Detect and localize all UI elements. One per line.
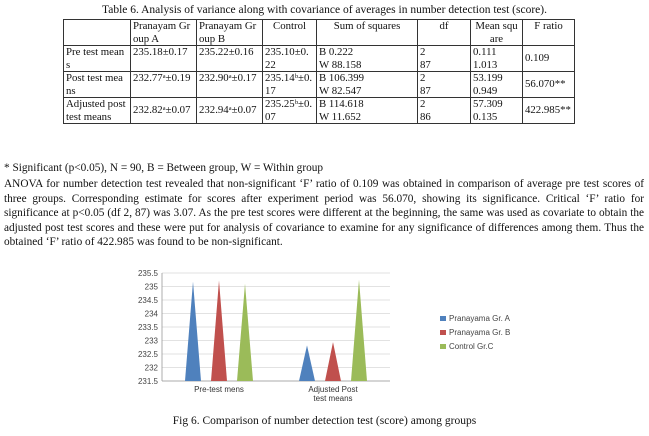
row-label: Post test means [63,71,131,98]
header-cell: Mean square [470,19,523,46]
y-tick-label: 235 [145,283,159,292]
header-cell: df [417,19,471,46]
group-b-cell: 232.94ᵃ±0.07 [196,97,263,124]
group-a-cell: 235.18±0.17 [130,45,197,72]
table-header-row: Pranayam Group A Pranayam Group B Contro… [63,19,575,46]
y-tick-label: 235.5 [138,269,159,278]
control-cell: 235.10±0.22 [262,45,317,72]
group-a-cell: 232.77ᵃ±0.19 [130,71,197,98]
table-row: Adjusted post test means 232.82ᵃ±0.07 23… [63,97,575,124]
legend-swatch [440,316,446,321]
ss-between: B 0.222 [319,46,354,58]
chart-canvas: 231.5 232 232.5 233 233.5 234 234.5 235 235.5 Pre… [138,269,511,403]
legend-label: Pranayama Gr. A [449,314,511,323]
df-within: 87 [420,58,431,71]
f-ratio-cell: 422.985** [522,97,575,124]
control-cell: 235.14ᵇ±0.17 [262,71,317,98]
y-tick-label: 232.5 [138,350,159,359]
bar-pranayama-gr-b [325,342,341,381]
body-paragraph: ANOVA for number detection test revealed… [4,178,644,249]
y-tick-label: 233.5 [138,323,159,332]
y-tick-label: 234 [145,310,159,319]
figure-caption: Fig 6. Comparison of number detection te… [172,415,477,427]
df-between: 2 [420,72,426,84]
header-cell [63,19,131,46]
mean-square-cell: 57.309 0.135 [470,97,523,124]
ms-within: 0.949 [473,84,498,97]
header-cell: Sum of squares [316,19,418,46]
legend-label: Control Gr.C [449,342,494,351]
y-tick-label: 231.5 [138,377,159,386]
df-between: 2 [420,98,426,110]
ss-between: B 114.618 [319,98,364,110]
sum-squares-cell: B 114.618 W 11.652 [316,97,418,124]
ms-within: 0.135 [473,110,498,123]
f-ratio-cell: 56.070** [522,71,575,98]
df-cell: 2 87 [417,45,471,72]
legend-label: Pranayama Gr. B [449,328,510,337]
ss-between: B 106.399 [319,72,364,84]
table-row: Post test means 232.77ᵃ±0.19 232.90ᵃ±0.1… [63,71,575,98]
group-a-cell: 232.82ᵃ±0.07 [130,97,197,124]
ss-within: W 11.652 [319,110,361,123]
header-cell: Control [262,19,317,46]
row-label: Adjusted post test means [63,97,131,124]
x-category-label: Adjusted Post [308,385,358,394]
mean-square-cell: 0.111 1.013 [470,45,523,72]
ms-between: 0.111 [473,46,497,58]
y-tick-label: 233 [145,337,159,346]
bar-control-gr-c [237,283,253,381]
ss-within: W 82.547 [319,84,362,97]
ms-between: 57.309 [473,98,503,110]
control-cell: 235.25ᵇ±0.07 [262,97,317,124]
group-b-cell: 232.90ᵃ±0.17 [196,71,263,98]
df-between: 2 [420,46,426,58]
df-within: 87 [420,84,431,97]
bar-control-gr-c [351,279,367,381]
sum-squares-cell: B 0.222 W 88.158 [316,45,418,72]
f-ratio-cell: 0.109 [522,45,575,72]
bar-pranayama-gr-a [185,281,201,381]
sum-squares-cell: B 106.399 W 82.547 [316,71,418,98]
header-cell: Pranayam Group A [130,19,197,46]
bar-chart: 231.5 232 232.5 233 233.5 234 234.5 235 235.5 Pre… [122,265,547,411]
df-within: 86 [420,110,431,123]
y-tick-label: 232 [145,364,159,373]
legend-swatch [440,330,446,335]
table-caption: Table 6. Analysis of variance along with… [102,4,547,16]
table-row: Pre test means 235.18±0.17 235.22±0.16 2… [63,45,575,72]
header-cell: F ratio [522,19,575,46]
mean-square-cell: 53.199 0.949 [470,71,523,98]
table-note: * Significant (p<0.05), N = 90, B = Betw… [4,162,324,174]
ms-between: 53.199 [473,72,503,84]
df-cell: 2 87 [417,71,471,98]
legend-swatch [440,344,446,349]
header-cell: Pranayam Group B [196,19,263,46]
y-tick-label: 234.5 [138,296,159,305]
ms-within: 1.013 [473,58,498,71]
ss-within: W 88.158 [319,58,362,71]
df-cell: 2 86 [417,97,471,124]
group-b-cell: 235.22±0.16 [196,45,263,72]
x-category-label: Pre-test mens [194,385,244,394]
x-category-label: test means [313,394,352,403]
bar-pranayama-gr-b [211,280,227,381]
anova-table: Pranayam Group A Pranayam Group B Contro… [63,19,575,124]
row-label: Pre test means [63,45,131,72]
bar-pranayama-gr-a [299,345,315,381]
